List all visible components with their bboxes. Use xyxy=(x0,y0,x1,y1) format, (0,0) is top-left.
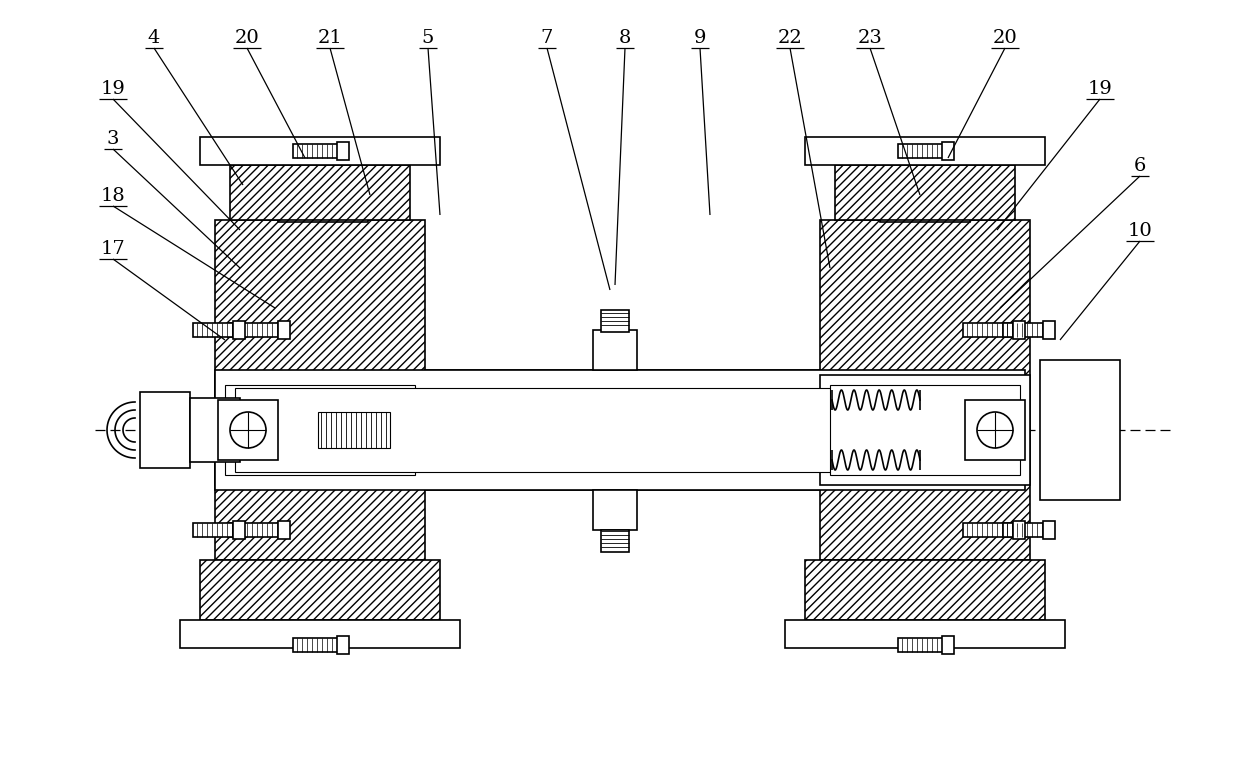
Text: 6: 6 xyxy=(1134,157,1146,175)
Bar xyxy=(963,523,1023,537)
Bar xyxy=(318,412,390,448)
Bar xyxy=(337,142,349,160)
Bar xyxy=(140,392,190,468)
Bar xyxy=(820,430,1030,560)
Bar xyxy=(1043,321,1054,339)
Text: 18: 18 xyxy=(100,187,125,205)
Bar xyxy=(235,388,1005,472)
Bar xyxy=(233,321,245,339)
Text: 4: 4 xyxy=(147,29,160,47)
Text: 7: 7 xyxy=(540,29,553,47)
Circle shape xyxy=(230,412,266,448)
Text: 20: 20 xyxy=(992,29,1017,47)
Bar xyxy=(228,523,287,537)
Text: 9: 9 xyxy=(694,29,706,47)
Bar xyxy=(233,521,245,539)
Bar xyxy=(190,398,240,462)
Bar xyxy=(601,530,629,552)
Bar xyxy=(216,220,425,430)
Bar xyxy=(278,321,290,339)
Bar xyxy=(337,636,349,654)
Bar xyxy=(216,370,1025,490)
Bar xyxy=(898,638,953,652)
Bar xyxy=(193,523,243,537)
Bar xyxy=(942,142,954,160)
Bar xyxy=(786,620,1066,648)
Bar xyxy=(601,310,629,332)
Bar xyxy=(216,375,425,485)
Bar xyxy=(199,137,440,165)
Bar xyxy=(1004,523,1053,537)
Text: 19: 19 xyxy=(100,80,125,98)
Bar xyxy=(1043,521,1054,539)
Bar xyxy=(805,137,1044,165)
Text: 22: 22 xyxy=(778,29,803,47)
Text: 20: 20 xyxy=(234,29,259,47)
Bar xyxy=(835,165,1015,220)
Bar xyxy=(225,385,415,475)
Text: 21: 21 xyxy=(317,29,342,47)
Bar xyxy=(218,400,278,460)
Bar xyxy=(199,560,440,620)
Bar xyxy=(593,490,637,530)
Bar xyxy=(292,638,348,652)
Bar xyxy=(942,636,954,654)
Bar xyxy=(805,560,1044,620)
Bar xyxy=(425,370,820,395)
Bar xyxy=(216,430,425,560)
Bar xyxy=(965,400,1025,460)
Bar xyxy=(898,144,953,158)
Bar xyxy=(593,330,637,370)
Text: 10: 10 xyxy=(1127,222,1152,240)
Bar xyxy=(292,144,348,158)
Bar xyxy=(180,620,460,648)
Bar xyxy=(880,140,970,222)
Bar xyxy=(820,220,1030,430)
Bar xyxy=(230,165,410,220)
Text: 5: 5 xyxy=(421,29,434,47)
Bar xyxy=(193,323,243,337)
Bar xyxy=(228,323,287,337)
Bar xyxy=(1004,323,1053,337)
Bar xyxy=(1014,521,1025,539)
Bar xyxy=(830,385,1020,475)
Bar xyxy=(425,465,820,490)
Text: 3: 3 xyxy=(107,130,119,148)
Bar xyxy=(820,375,1030,485)
Bar xyxy=(1014,321,1025,339)
Bar xyxy=(1040,360,1120,500)
Text: 23: 23 xyxy=(857,29,882,47)
Bar xyxy=(963,323,1023,337)
Text: 17: 17 xyxy=(100,240,125,258)
Bar xyxy=(278,140,368,222)
Bar xyxy=(278,521,290,539)
Text: 8: 8 xyxy=(618,29,631,47)
Text: 19: 19 xyxy=(1088,80,1113,98)
Circle shape xyxy=(978,412,1014,448)
